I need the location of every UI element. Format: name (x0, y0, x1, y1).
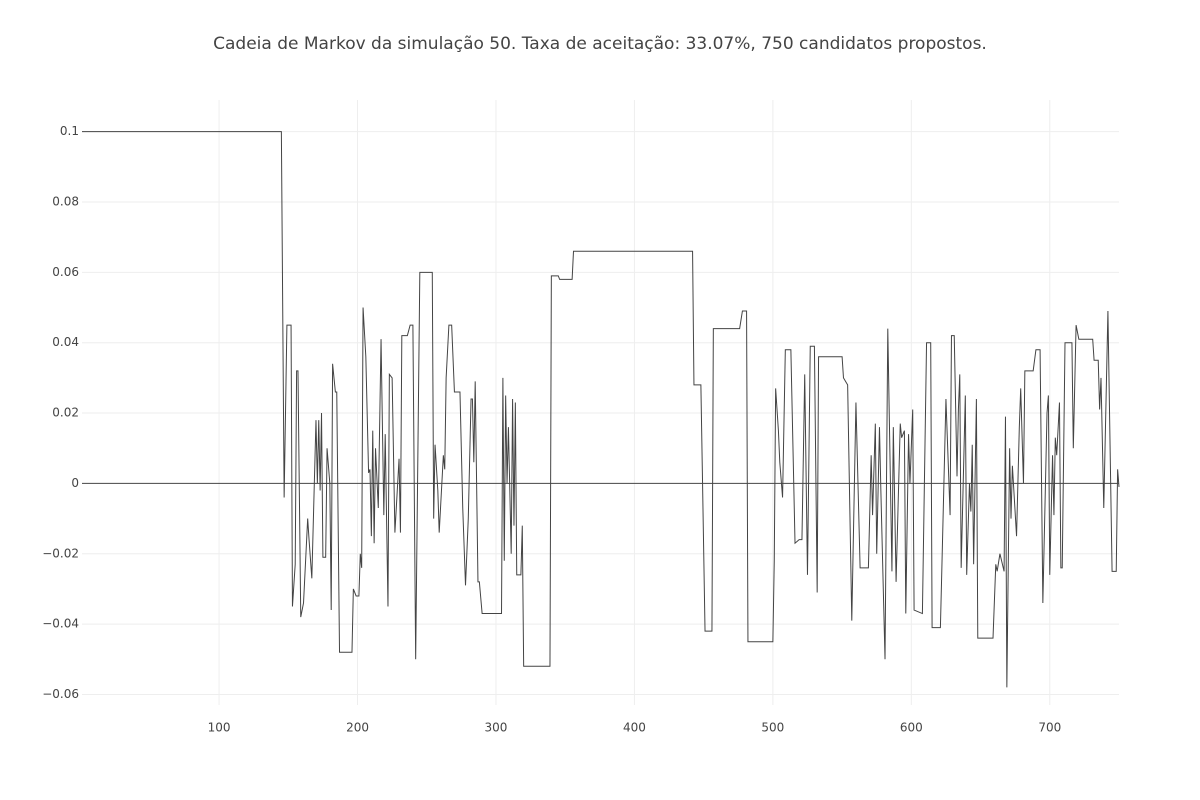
y-tick-label: −0.02 (42, 546, 79, 560)
y-tick-label: 0.08 (52, 195, 79, 209)
x-tick-label: 500 (761, 721, 784, 735)
y-tick-label: 0 (71, 476, 79, 490)
x-tick-label: 200 (346, 721, 369, 735)
x-tick-label: 600 (900, 721, 923, 735)
y-tick-label: −0.04 (42, 617, 79, 631)
x-tick-label: 400 (623, 721, 646, 735)
y-tick-label: 0.1 (60, 124, 79, 138)
x-tick-label: 300 (485, 721, 508, 735)
x-tick-label: 100 (208, 721, 231, 735)
y-tick-label: −0.06 (42, 687, 79, 701)
y-tick-label: 0.04 (52, 335, 79, 349)
x-tick-label: 700 (1038, 721, 1061, 735)
line-series (82, 131, 1120, 688)
chart-title: Cadeia de Markov da simulação 50. Taxa d… (213, 34, 987, 54)
y-tick-label: 0.06 (52, 265, 79, 279)
y-tick-label: 0.02 (52, 406, 79, 420)
